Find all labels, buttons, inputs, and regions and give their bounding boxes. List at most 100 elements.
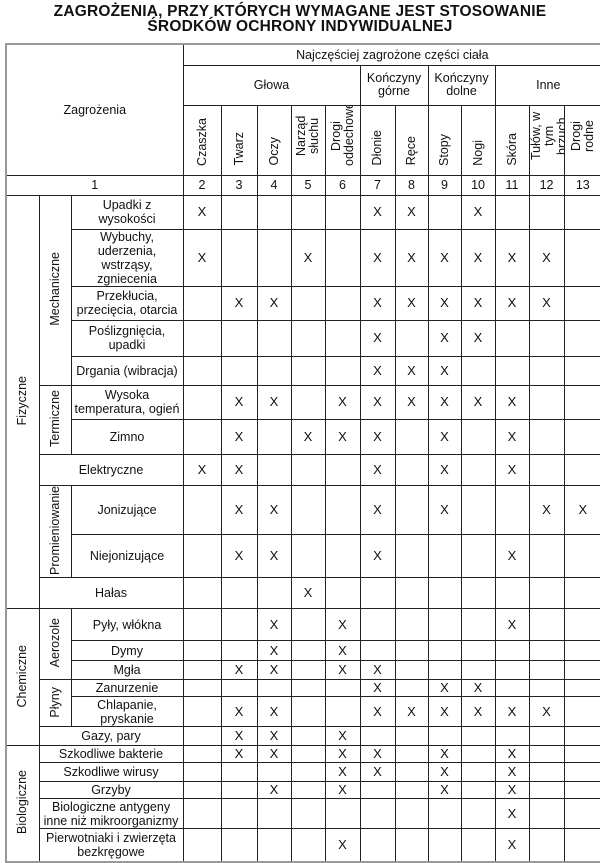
hazard-mark (563, 828, 600, 863)
hazard-label: Chlapanie, pryskanie (70, 696, 184, 728)
hazard-mark: X (427, 355, 462, 386)
hazard-mark (182, 418, 222, 455)
hazard-mark (394, 745, 429, 764)
hazard-mark (182, 319, 222, 357)
hazard-mark: X (359, 762, 396, 783)
hazard-mark (290, 726, 326, 747)
hazard-mark: X (528, 484, 565, 535)
hazard-mark (182, 533, 222, 579)
column-header-label: Nogi (470, 139, 485, 166)
hazard-mark (528, 533, 565, 579)
hazard-mark (324, 285, 361, 321)
hazard-subcategory-label: Mechaniczne (47, 251, 62, 326)
hazard-mark: X (528, 696, 565, 728)
hazard-mark: X (256, 696, 292, 728)
hazard-mark: X (256, 640, 292, 662)
hazard-mark (220, 828, 258, 863)
hazard-mark: X (528, 228, 565, 287)
table-row: Drgania (wibracja) X X X (6, 355, 600, 386)
hazard-mark (460, 355, 496, 386)
hazard-mark (528, 453, 565, 486)
hazard-mark (256, 762, 292, 783)
table-row: Przekłucia, przecięcia, otarcia X X X X X X X X (6, 285, 600, 321)
hazard-mark: X (359, 696, 396, 728)
hazard-mark: X (220, 660, 258, 681)
hazard-mark (290, 828, 326, 863)
hazard-mark: X (427, 418, 462, 455)
column-header-label: Ręce (404, 136, 419, 166)
hazard-mark (256, 194, 292, 230)
hazard-mark (359, 798, 396, 830)
hazard-mark: X (427, 228, 462, 287)
hazard-label: Szkodliwe bakterie (38, 745, 184, 764)
column-header: Oczy (256, 104, 292, 176)
hazard-mark (394, 762, 429, 783)
column-header-label: Twarz (231, 132, 246, 166)
hazard-mark: X (494, 762, 530, 783)
hazard-mark: X (256, 745, 292, 764)
hazard-mark (182, 696, 222, 728)
hazard-mark: X (324, 418, 361, 455)
hazard-mark: X (256, 285, 292, 321)
hazard-mark: X (494, 696, 530, 728)
hazard-mark: X (494, 384, 530, 420)
hazard-mark: X (427, 762, 462, 783)
hazard-mark: X (460, 696, 496, 728)
hazard-mark (182, 762, 222, 783)
column-number: 4 (256, 174, 292, 196)
hazard-mark (182, 577, 222, 610)
hazard-subcategory: Promieniowanie (38, 484, 72, 579)
document-title: ZAGROŻENIA, PRZY KTÓRYCH WYMAGANE JEST S… (0, 4, 600, 35)
column-number: 12 (528, 174, 565, 196)
hazard-label: Pierwotniaki i zwierzęta bezkręgowe (38, 828, 184, 863)
hazard-mark (563, 660, 600, 681)
hazard-mark (563, 384, 600, 420)
hazard-mark: X (359, 679, 396, 698)
hazard-mark: X (324, 608, 361, 642)
hazard-mark (563, 194, 600, 230)
hazard-mark (460, 745, 496, 764)
hazard-mark: X (427, 384, 462, 420)
hazard-mark: X (563, 484, 600, 535)
hazard-mark (494, 319, 530, 357)
hazard-mark (528, 781, 565, 800)
hazard-mark: X (460, 228, 496, 287)
hazard-mark: X (359, 533, 396, 579)
hazard-mark: X (494, 828, 530, 863)
column-header-label: Dłonie (370, 130, 385, 166)
hazard-category-label: Fizyczne (15, 375, 30, 426)
hazard-mark (460, 418, 496, 455)
column-header: Czaszka (182, 104, 222, 176)
hazard-mark (182, 285, 222, 321)
hazard-mark: X (427, 781, 462, 800)
hazard-mark (427, 533, 462, 579)
hazard-mark (359, 640, 396, 662)
header-group-lower-limbs: Kończyny dolne (427, 64, 496, 106)
hazard-mark: X (256, 781, 292, 800)
title-line-2: ŚRODKÓW OCHRONY INDYWIDUALNEJ (147, 18, 453, 35)
hazard-mark (359, 828, 396, 863)
hazard-mark: X (220, 484, 258, 535)
hazard-mark (324, 798, 361, 830)
column-number: 6 (324, 174, 361, 196)
hazard-mark (563, 679, 600, 698)
hazard-mark (460, 762, 496, 783)
hazard-mark (256, 418, 292, 455)
column-number: 7 (359, 174, 396, 196)
hazard-mark (220, 679, 258, 698)
hazard-mark (220, 577, 258, 610)
column-number: 11 (494, 174, 530, 196)
hazard-mark (427, 798, 462, 830)
hazard-mark (220, 781, 258, 800)
hazard-label: Wysoka temperatura, ogień (70, 384, 184, 420)
table-row: Płyny Zanurzenie X X X (6, 679, 600, 728)
hazard-mark: X (394, 228, 429, 287)
column-header-label: Tułów, w tym brzuch (529, 111, 565, 160)
hazard-mark (563, 640, 600, 662)
hazard-label: Drgania (wibracja) (70, 355, 184, 386)
hazard-mark: X (359, 384, 396, 420)
hazard-label: Gazy, pary (38, 726, 184, 747)
hazard-category-label: Chemiczne (15, 644, 30, 708)
hazard-mark (324, 453, 361, 486)
hazard-label: Mgła (70, 660, 184, 681)
